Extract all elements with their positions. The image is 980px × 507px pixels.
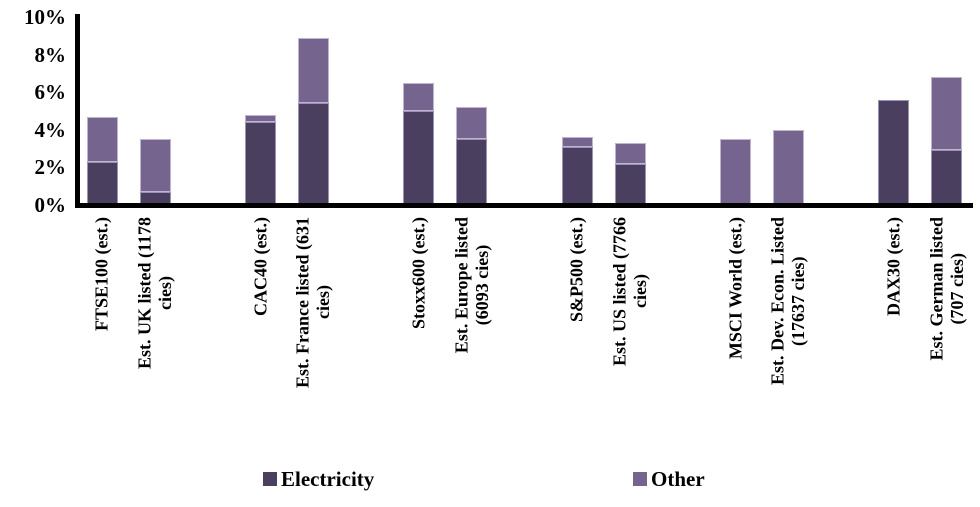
x-category-label: MSCI World (est.) [725, 217, 746, 360]
y-tick-label: 8% [34, 42, 67, 67]
bar [772, 129, 804, 205]
bar-segment-electricity [878, 99, 910, 205]
y-tick-label: 0% [34, 193, 67, 217]
legend-swatch-icon [263, 472, 277, 486]
bar [297, 37, 329, 205]
y-axis-line [75, 14, 80, 208]
x-category-label: CAC40 (est.) [250, 217, 271, 316]
legend-swatch-icon [633, 472, 647, 486]
bar [561, 137, 593, 205]
bar-segment-other [561, 137, 593, 147]
bar-segment-other [931, 77, 963, 151]
legend-label: Electricity [281, 467, 375, 491]
x-category-label: Stoxx600 (est.) [408, 217, 429, 329]
bar-segment-electricity [86, 161, 118, 205]
legend-item-electricity: Electricity [263, 468, 374, 491]
bar [86, 116, 118, 205]
bar-segment-electricity [245, 122, 277, 205]
bar-segment-other [245, 114, 277, 123]
bar-segment-other [772, 129, 804, 205]
bar [403, 82, 435, 205]
x-category-label: Est. Europe listed (6093 cies) [451, 217, 492, 354]
bar-segment-other [614, 142, 646, 164]
legend-item-other: Other [633, 468, 705, 491]
x-category-label: Est. France listed (631 cies) [292, 217, 334, 388]
x-category-label: S&P500 (est.) [566, 217, 587, 322]
bar-segment-other [720, 139, 752, 205]
y-tick-label: 6% [34, 80, 67, 105]
bar-segment-other [456, 107, 488, 140]
bar-segment-electricity [456, 139, 488, 205]
bar [245, 114, 277, 205]
legend-label: Other [651, 467, 705, 491]
bar-segment-other [297, 37, 329, 104]
bar [878, 99, 910, 205]
bar-segment-other [86, 116, 118, 162]
bar-segment-electricity [614, 163, 646, 205]
bar [614, 142, 646, 205]
x-category-label: DAX30 (est.) [883, 217, 904, 316]
bar-segment-other [403, 82, 435, 111]
bar-segment-other [139, 139, 171, 192]
bar-segment-electricity [931, 150, 963, 205]
bar-segment-electricity [297, 103, 329, 205]
x-category-label: Est. German listed (707 cies) [925, 217, 967, 361]
bar [139, 139, 171, 205]
x-category-label: Est. Dev. Econ. Listed (17637 cies) [767, 217, 809, 386]
x-category-label: Est. UK listed (1178 cies) [134, 217, 176, 370]
y-tick-label: 10% [24, 5, 66, 29]
bar-segment-electricity [403, 110, 435, 205]
bar [931, 77, 963, 205]
bar [456, 107, 488, 205]
x-axis-line [75, 203, 973, 208]
bar [720, 139, 752, 205]
bar-segment-electricity [561, 146, 593, 205]
x-category-label: FTSE100 (est.) [92, 217, 113, 331]
x-category-label: Est. US listed (7766 cies) [609, 217, 651, 367]
y-tick-label: 4% [34, 117, 67, 142]
y-tick-label: 2% [34, 155, 67, 180]
